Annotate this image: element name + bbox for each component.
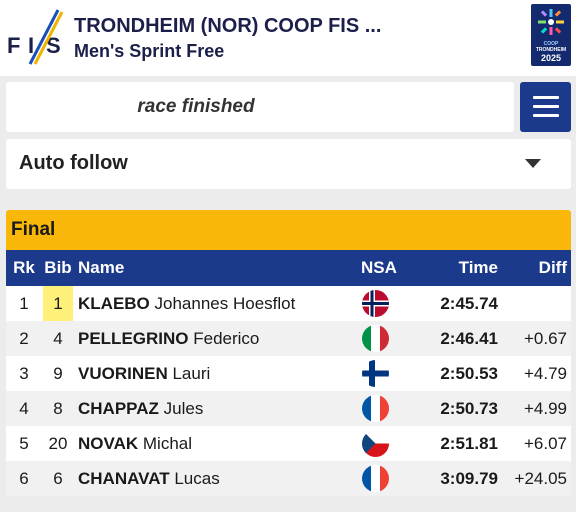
rank-cell: 2	[19, 329, 29, 348]
bib-cell: 8	[53, 399, 63, 418]
diff-cell: +0.67	[523, 329, 567, 348]
rank-cell: 4	[19, 399, 29, 418]
flag-ita-icon	[362, 325, 389, 352]
event-logo: COOP TRONDHEIM 2025	[531, 4, 571, 66]
flag-fra-icon	[362, 465, 389, 492]
table-row[interactable]: 4 8 CHAPPAZ Jules 2:50.73 +4.99	[6, 391, 571, 426]
col-rank: Rk	[13, 258, 35, 277]
rank-cell: 1	[19, 294, 29, 313]
athlete-name: VUORINEN Lauri	[78, 356, 210, 391]
event-logo-city: TRONDHEIM	[535, 47, 567, 53]
results-table: Final Rk Bib Name NSA Time Diff 1 1 KLAE…	[6, 210, 571, 496]
athlete-name: KLAEBO Johannes Hoesflot	[78, 286, 295, 321]
event-logo-sponsor: COOP	[543, 41, 559, 47]
bib-cell: 1	[43, 286, 73, 321]
rank-cell: 3	[19, 364, 29, 383]
athlete-name: NOVAK Michal	[78, 426, 192, 461]
athlete-name: CHAPPAZ Jules	[78, 391, 203, 426]
svg-text:F: F	[7, 33, 20, 58]
table-row[interactable]: 3 9 VUORINEN Lauri 2:50.53 +4.79	[6, 356, 571, 391]
table-row[interactable]: 5 20 NOVAK Michal 2:51.81 +6.07	[6, 426, 571, 461]
athlete-first-name: Michal	[142, 434, 192, 453]
results-section-title: Final	[6, 210, 571, 250]
bib-cell: 9	[53, 364, 63, 383]
table-row[interactable]: 2 4 PELLEGRINO Federico 2:46.41 +0.67	[6, 321, 571, 356]
time-cell: 2:50.73	[440, 399, 498, 418]
app-header: F I S TRONDHEIM (NOR) COOP FIS ... Men's…	[0, 0, 576, 76]
table-row[interactable]: 6 6 CHANAVAT Lucas 3:09.79 +24.05	[6, 461, 571, 496]
race-status-text: race finished	[137, 96, 255, 117]
col-diff: Diff	[538, 258, 567, 277]
athlete-first-name: Jules	[163, 399, 204, 418]
col-bib: Bib	[44, 258, 72, 277]
page-title: TRONDHEIM (NOR) COOP FIS ...	[74, 15, 382, 37]
svg-text:I: I	[28, 33, 34, 58]
diff-cell: +4.79	[523, 364, 567, 383]
bib-cell: 20	[48, 434, 68, 453]
athlete-last-name: NOVAK	[78, 434, 139, 453]
time-cell: 3:09.79	[440, 469, 498, 488]
rank-cell: 6	[19, 469, 29, 488]
flag-cze-icon	[362, 430, 389, 457]
athlete-first-name: Lucas	[174, 469, 220, 488]
athlete-first-name: Federico	[193, 329, 260, 348]
flag-fin-icon	[362, 360, 389, 387]
athlete-last-name: CHAPPAZ	[78, 399, 159, 418]
diff-cell: +4.99	[523, 399, 567, 418]
follow-select-value: Auto follow	[19, 152, 128, 174]
race-status-box: race finished	[6, 82, 514, 132]
time-cell: 2:51.81	[440, 434, 498, 453]
athlete-name: CHANAVAT Lucas	[78, 461, 220, 496]
time-cell: 2:50.53	[440, 364, 498, 383]
diff-cell	[501, 286, 567, 321]
bib-cell: 4	[53, 329, 63, 348]
flag-nor-icon	[362, 290, 389, 317]
athlete-name: PELLEGRINO Federico	[78, 321, 259, 356]
time-cell: 2:46.41	[440, 329, 498, 348]
col-time: Time	[458, 258, 498, 277]
athlete-last-name: CHANAVAT	[78, 469, 170, 488]
athlete-first-name: Lauri	[172, 364, 211, 383]
menu-button[interactable]	[520, 82, 571, 132]
athlete-first-name: Johannes Hoesflot	[154, 294, 296, 313]
fis-logo: F I S	[6, 8, 68, 66]
athlete-last-name: KLAEBO	[78, 294, 150, 313]
results-column-header: Rk Bib Name NSA Time Diff	[6, 250, 571, 286]
follow-select[interactable]: Auto follow	[6, 139, 571, 189]
flag-fra-icon	[362, 395, 389, 422]
caret-down-icon	[525, 159, 541, 168]
diff-cell: +24.05	[514, 469, 567, 488]
bib-cell: 6	[53, 469, 63, 488]
col-nsa: NSA	[361, 258, 397, 277]
col-name: Name	[78, 258, 125, 277]
athlete-last-name: VUORINEN	[78, 364, 168, 383]
svg-text:S: S	[46, 33, 61, 58]
event-logo-year: 2025	[540, 53, 562, 63]
time-cell: 2:45.74	[440, 294, 498, 313]
rank-cell: 5	[19, 434, 29, 453]
athlete-last-name: PELLEGRINO	[78, 329, 189, 348]
table-row[interactable]: 1 1 KLAEBO Johannes Hoesflot 2:45.74	[6, 286, 571, 321]
page-subtitle: Men's Sprint Free	[74, 41, 225, 61]
diff-cell: +6.07	[523, 434, 567, 453]
